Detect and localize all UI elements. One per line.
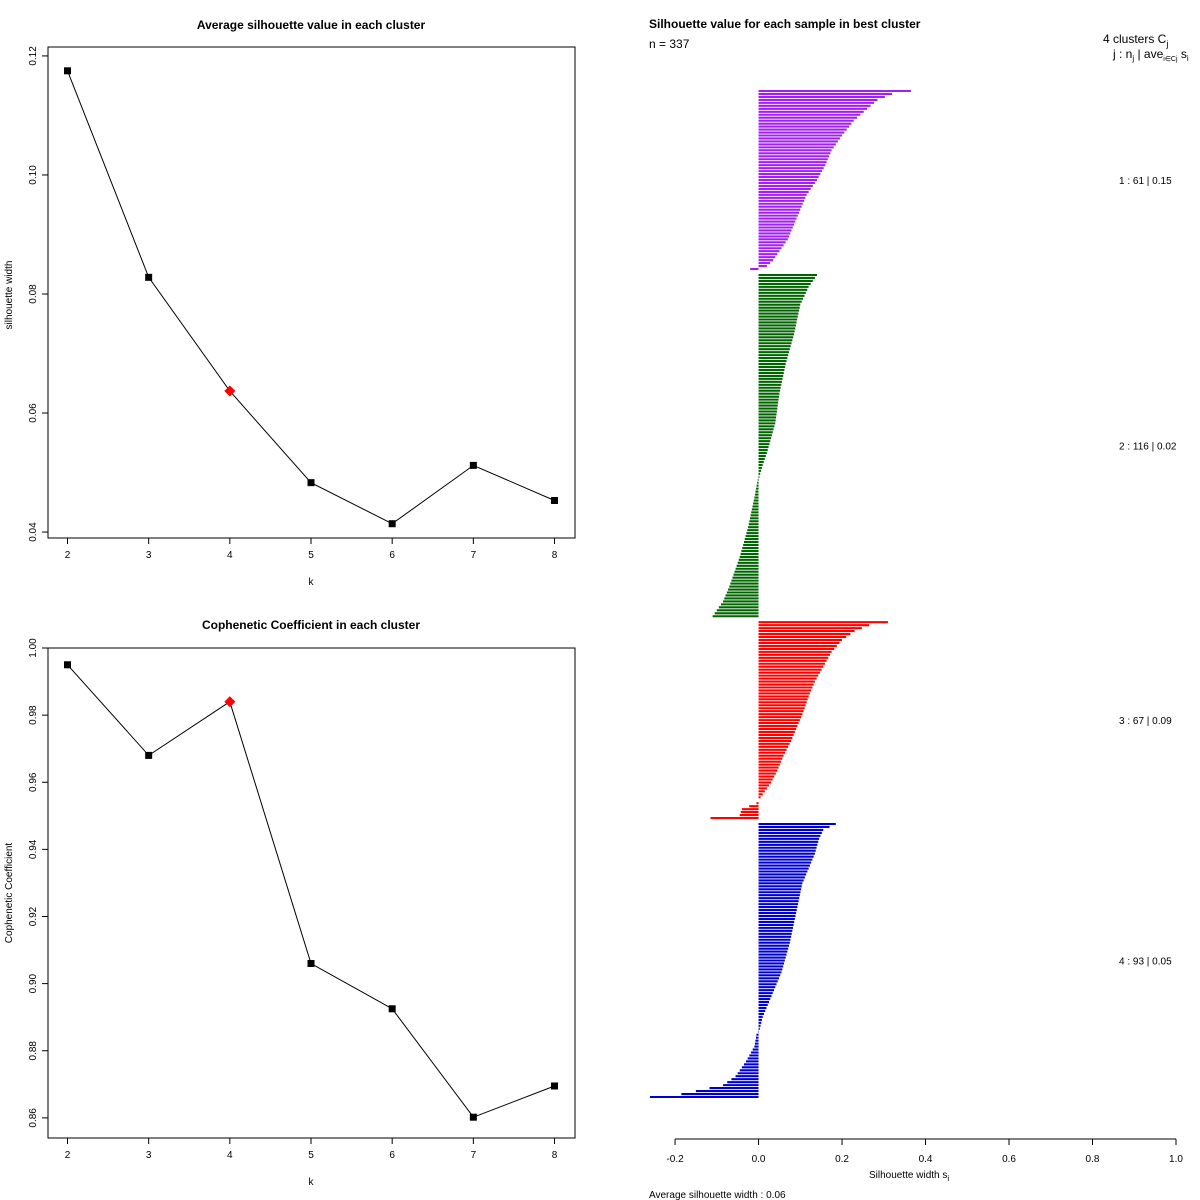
avg-silhouette-title: Average silhouette value in each cluster xyxy=(197,18,426,32)
cluster-2-label: 2 : 116 | 0.02 xyxy=(1119,442,1177,453)
x-tick-label: 5 xyxy=(308,1150,314,1161)
cluster-3-bars xyxy=(710,621,888,820)
cluster-header-line2: j : n xyxy=(1112,47,1132,61)
y-tick-label: 0.06 xyxy=(28,403,39,423)
data-point xyxy=(551,497,559,505)
svg-text:j : nj | avei∈Cj si: j : nj | avei∈Cj si xyxy=(1112,47,1189,63)
y-tick-label: 1.00 xyxy=(28,638,39,658)
x-tick-label: 0.2 xyxy=(835,1154,849,1165)
avg-silhouette-y-label: silhouette width xyxy=(4,261,15,330)
cluster-header-sub2a: j xyxy=(1131,54,1134,63)
cluster-header-sub2c: i xyxy=(1187,54,1189,63)
x-tick-label: 8 xyxy=(552,550,558,561)
x-tick-label: 4 xyxy=(227,550,233,561)
y-tick-label: 0.12 xyxy=(28,46,39,66)
cluster-header-sub2b: i∈Cj xyxy=(1163,56,1178,63)
x-tick-label: 0.8 xyxy=(1086,1154,1100,1165)
cophenetic-chart: Cophenetic Coefficient in each cluster 0… xyxy=(4,618,576,1188)
avg-silhouette-y-axis: 0.04 0.06 0.08 0.10 0.12 xyxy=(28,46,49,542)
cluster-4-label: 4 : 93 | 0.05 xyxy=(1119,957,1172,968)
silhouette-bars xyxy=(650,89,911,1099)
cluster-header: 4 clusters Cj j : nj | avei∈Cj si xyxy=(1103,32,1189,63)
sample-count: n = 337 xyxy=(649,37,690,51)
cluster-1-bars xyxy=(750,89,911,271)
y-tick-label: 0.10 xyxy=(28,165,39,185)
avg-silhouette-x-axis: 2 3 4 5 6 7 8 xyxy=(65,537,558,561)
x-tick-label: 3 xyxy=(146,1150,152,1161)
x-tick-label: 0.6 xyxy=(1002,1154,1016,1165)
data-point xyxy=(64,67,71,75)
avg-silhouette-series xyxy=(64,67,559,528)
y-tick-label: 0.04 xyxy=(28,522,39,542)
data-point xyxy=(388,1005,396,1013)
y-tick-label: 0.94 xyxy=(28,839,39,859)
cluster-4-bars xyxy=(650,822,836,1099)
avg-silhouette-plot-frame xyxy=(47,46,576,539)
x-tick-label: 2 xyxy=(65,550,71,561)
x-tick-label: 5 xyxy=(308,550,314,561)
cluster-2-bars xyxy=(712,273,817,618)
cophenetic-title: Cophenetic Coefficient in each cluster xyxy=(202,618,420,632)
silhouette-samples-title: Silhouette value for each sample in best… xyxy=(649,17,921,31)
silhouette-x-label-sub: i xyxy=(947,1174,949,1183)
x-tick-label: 0.0 xyxy=(752,1154,766,1165)
best-k-point xyxy=(224,385,236,397)
series-line xyxy=(67,70,555,525)
y-tick-label: 0.92 xyxy=(28,906,39,926)
svg-text:Silhouette width si: Silhouette width si xyxy=(869,1170,949,1183)
x-tick-label: 7 xyxy=(471,1150,477,1161)
x-tick-label: 8 xyxy=(552,1150,558,1161)
data-point xyxy=(64,661,71,669)
cluster-labels: 1 : 61 | 0.15 2 : 116 | 0.02 3 : 67 | 0.09… xyxy=(1119,176,1177,967)
data-point xyxy=(145,751,153,759)
y-tick-label: 0.86 xyxy=(28,1108,39,1128)
data-point xyxy=(469,1113,477,1121)
x-tick-label: 6 xyxy=(389,550,395,561)
x-tick-label: 0.4 xyxy=(919,1154,933,1165)
x-tick-label: 3 xyxy=(146,550,152,561)
data-point xyxy=(469,461,477,469)
data-point xyxy=(307,479,315,487)
average-silhouette-footer: Average silhouette width : 0.06 xyxy=(649,1190,786,1200)
cophenetic-x-label: k xyxy=(309,1177,315,1188)
cluster-1-label: 1 : 61 | 0.15 xyxy=(1119,176,1172,187)
data-point xyxy=(145,273,153,281)
cluster-3-label: 3 : 67 | 0.09 xyxy=(1119,716,1172,727)
cluster-header-line2c: s xyxy=(1178,47,1187,61)
x-tick-label: 6 xyxy=(389,1150,395,1161)
silhouette-x-label: Silhouette width s xyxy=(869,1170,947,1181)
cluster-header-line2b: | ave xyxy=(1134,47,1163,61)
svg-text:4 clusters Cj: 4 clusters Cj xyxy=(1103,32,1168,49)
y-tick-label: 0.88 xyxy=(28,1041,39,1061)
data-point xyxy=(551,1082,559,1090)
cophenetic-series xyxy=(64,661,559,1121)
cophenetic-y-axis: 0.86 0.88 0.90 0.92 0.94 0.96 0.98 1.00 xyxy=(28,638,49,1128)
x-tick-label: 4 xyxy=(227,1150,233,1161)
avg-silhouette-x-label: k xyxy=(309,577,315,588)
x-tick-label: -0.2 xyxy=(666,1154,684,1165)
y-tick-label: 0.98 xyxy=(28,705,39,725)
best-k-point xyxy=(224,696,236,708)
cophenetic-plot-frame xyxy=(47,647,576,1139)
cophenetic-x-axis: 2 3 4 5 6 7 8 xyxy=(65,1137,558,1161)
x-tick-label: 2 xyxy=(65,1150,71,1161)
y-tick-label: 0.08 xyxy=(28,284,39,304)
y-tick-label: 0.90 xyxy=(28,973,39,993)
series-line xyxy=(67,664,555,1118)
data-point xyxy=(307,959,315,967)
x-tick-label: 1.0 xyxy=(1169,1154,1183,1165)
cluster-header-sub1: j xyxy=(1165,39,1168,49)
silhouette-samples-chart: Silhouette value for each sample in best… xyxy=(649,17,1189,1200)
data-point xyxy=(388,520,396,528)
y-tick-label: 0.96 xyxy=(28,772,39,792)
x-tick-label: 7 xyxy=(471,550,477,561)
silhouette-x-axis: -0.2 0.0 0.2 0.4 0.6 0.8 1.0 xyxy=(666,1138,1183,1165)
avg-silhouette-chart: Average silhouette value in each cluster… xyxy=(4,18,576,588)
cluster-header-line1: 4 clusters C xyxy=(1103,32,1167,46)
cophenetic-y-label: Cophenetic Coefficient xyxy=(4,843,15,944)
